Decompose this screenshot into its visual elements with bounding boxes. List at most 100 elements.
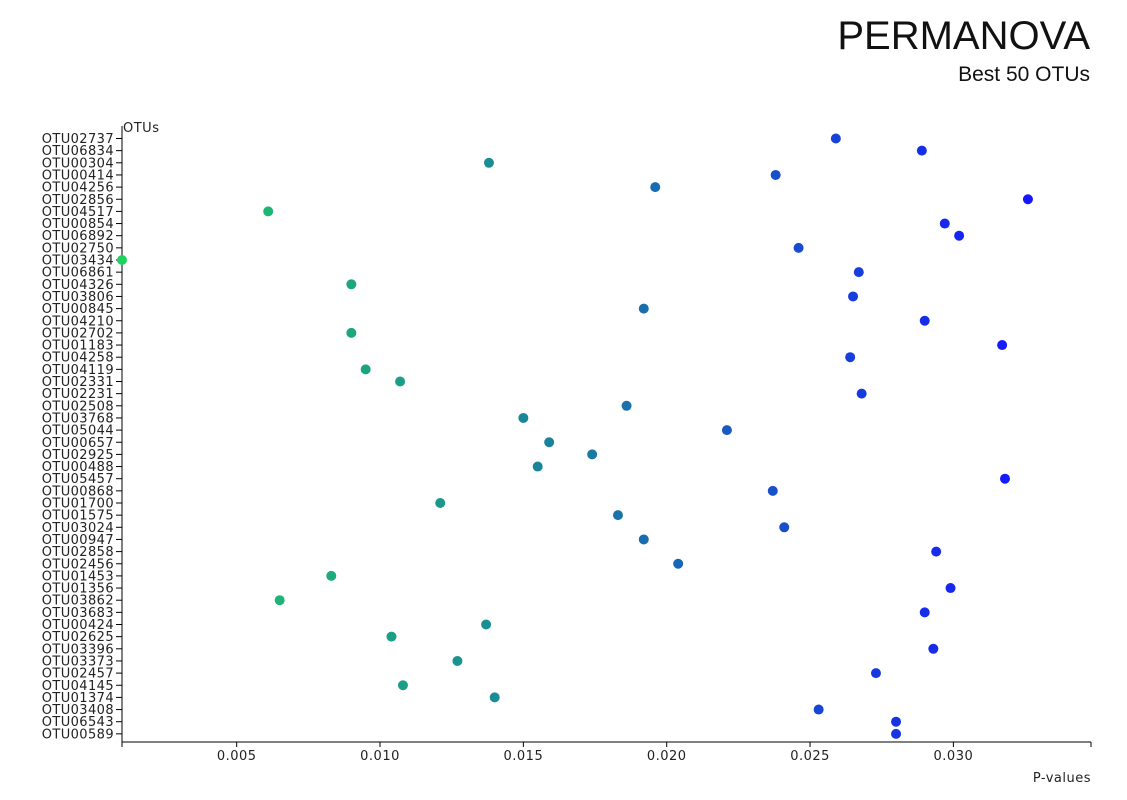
- y-tick-label: OTU04326: [42, 278, 114, 293]
- y-tick-label: OTU02331: [42, 375, 114, 390]
- y-tick-label: OTU00488: [42, 460, 114, 475]
- data-point-otu00414: [770, 169, 781, 180]
- data-point-otu02508: [621, 400, 632, 411]
- data-point-otu06861: [853, 267, 864, 278]
- y-tick-label: OTU06892: [42, 229, 114, 244]
- y-tick-label: OTU02456: [42, 557, 114, 572]
- data-point-otu03806: [848, 291, 859, 302]
- y-tick-label: OTU04258: [42, 351, 114, 366]
- y-tick-label: OTU05044: [42, 424, 114, 439]
- data-point-otu02856: [1022, 194, 1033, 205]
- y-axis-label: OTUs: [123, 121, 159, 136]
- data-point-otu06543: [891, 716, 902, 727]
- data-point-otu00424: [481, 619, 492, 630]
- data-point-otu04256: [650, 182, 661, 193]
- data-point-otu00854: [939, 218, 950, 229]
- x-tick-label: 0.020: [647, 749, 687, 764]
- y-tick-label: OTU04256: [42, 181, 114, 196]
- data-point-otu05044: [721, 425, 732, 436]
- y-tick-label: OTU04145: [42, 679, 114, 694]
- data-point-otu02456: [673, 558, 684, 569]
- x-tick-label: 0.015: [504, 749, 544, 764]
- y-tick-label: OTU03806: [42, 290, 114, 305]
- data-point-otu04145: [397, 680, 408, 691]
- data-point-otu00304: [483, 157, 494, 168]
- y-tick-label: OTU01183: [42, 339, 114, 354]
- y-tick-label: OTU00657: [42, 436, 114, 451]
- data-point-otu06892: [954, 230, 965, 241]
- y-tick-label: OTU00845: [42, 302, 114, 317]
- y-tick-label: OTU01356: [42, 582, 114, 597]
- data-point-otu03396: [928, 643, 939, 654]
- y-tick-label: OTU03024: [42, 521, 114, 536]
- y-tick-label: OTU06834: [42, 144, 114, 159]
- y-tick-label: OTU02750: [42, 241, 114, 256]
- data-point-otu03862: [274, 595, 285, 606]
- data-point-otu02331: [395, 376, 406, 387]
- data-point-otu00868: [767, 485, 778, 496]
- x-tick-label: 0.010: [360, 749, 400, 764]
- data-point-otu03024: [779, 522, 790, 533]
- y-tick-label: OTU02625: [42, 630, 114, 645]
- data-point-otu04119: [360, 364, 371, 375]
- y-tick-label: OTU03408: [42, 703, 114, 718]
- data-point-otu02858: [931, 546, 942, 557]
- data-point-otu04517: [263, 206, 274, 217]
- y-tick-label: OTU03768: [42, 411, 114, 426]
- y-tick-label: OTU03396: [42, 642, 114, 657]
- chart-title: PERMANOVA: [837, 14, 1090, 58]
- data-point-otu01183: [997, 340, 1008, 351]
- data-point-otu02737: [830, 133, 841, 144]
- data-point-otu00488: [532, 461, 543, 472]
- y-axis: OTU02737OTU06834OTU00304OTU00414OTU04256…: [42, 126, 123, 742]
- y-tick-label: OTU04517: [42, 205, 114, 220]
- y-tick-label: OTU00947: [42, 533, 114, 548]
- y-tick-label: OTU00304: [42, 156, 114, 171]
- data-point-otu00657: [544, 437, 555, 448]
- y-tick-label: OTU02702: [42, 326, 114, 341]
- data-points: [117, 133, 1033, 739]
- y-tick-label: OTU02231: [42, 387, 114, 402]
- data-point-otu03434: [117, 255, 127, 265]
- chart-subtitle: Best 50 OTUs: [958, 63, 1090, 86]
- data-point-otu00947: [638, 534, 649, 545]
- data-point-otu04210: [919, 315, 930, 326]
- data-point-otu01700: [435, 498, 446, 508]
- y-tick-label: OTU03862: [42, 594, 114, 609]
- y-tick-label: OTU04210: [42, 314, 114, 329]
- y-tick-label: OTU02856: [42, 193, 114, 208]
- data-point-otu03683: [919, 607, 930, 618]
- y-tick-label: OTU00868: [42, 484, 114, 499]
- data-point-otu00845: [638, 303, 649, 314]
- data-point-otu02457: [870, 668, 881, 679]
- data-point-otu05457: [999, 473, 1010, 484]
- data-point-otu01575: [612, 510, 623, 521]
- y-tick-label: OTU02508: [42, 399, 114, 414]
- data-point-otu02231: [856, 388, 867, 399]
- data-point-otu01374: [489, 692, 500, 703]
- data-point-otu03373: [452, 655, 463, 666]
- data-point-otu00589: [891, 728, 902, 739]
- y-tick-label: OTU00854: [42, 217, 114, 232]
- data-point-otu03768: [518, 412, 529, 423]
- y-tick-label: OTU01453: [42, 569, 114, 584]
- y-tick-label: OTU05457: [42, 472, 114, 487]
- x-tick-label: 0.025: [790, 749, 830, 764]
- y-tick-label: OTU02457: [42, 667, 114, 682]
- data-point-otu01453: [326, 570, 337, 581]
- y-tick-label: OTU02925: [42, 448, 114, 463]
- x-axis: 0.005 0.010 0.015 0.020 0.025 0.030: [121, 741, 1092, 764]
- y-tick-label: OTU02737: [42, 132, 114, 147]
- data-point-otu02702: [346, 327, 357, 338]
- data-point-otu02750: [793, 242, 804, 253]
- data-point-otu04258: [845, 352, 856, 363]
- data-point-otu06834: [916, 145, 927, 156]
- x-tick-label: 0.030: [934, 749, 974, 764]
- y-tick-label: OTU00424: [42, 618, 114, 633]
- data-point-otu02925: [587, 449, 598, 460]
- y-tick-label: OTU06861: [42, 266, 114, 281]
- y-tick-label: OTU00414: [42, 168, 114, 183]
- y-tick-label: OTU03683: [42, 606, 114, 621]
- y-tick-label: OTU01374: [42, 691, 114, 706]
